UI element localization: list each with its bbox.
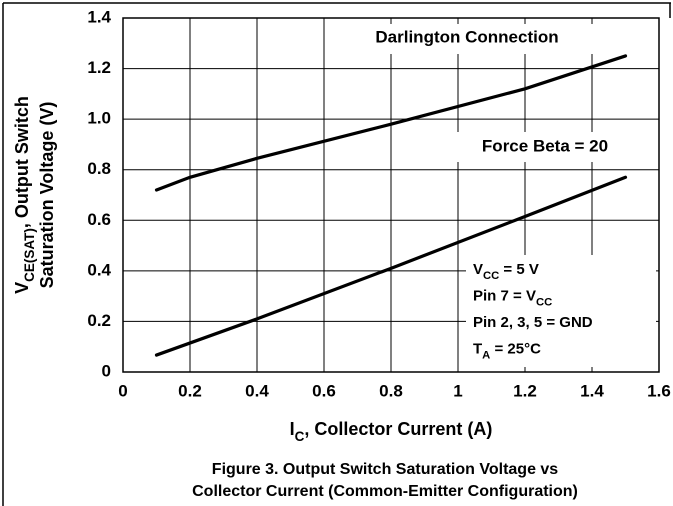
series-line [154,54,628,192]
text-run: V [473,261,483,278]
series-line [154,175,628,357]
x-tick-label: 0 [118,381,127,400]
text-run: , Collector Current (A) [304,419,492,439]
x-tick-label: 0.8 [379,381,403,400]
plot-border [122,17,660,373]
y-axis-label: Saturation Voltage (V) [37,102,57,289]
condition: VCC = 5 V [473,261,539,282]
x-tick-label: 0.2 [178,381,202,400]
y-tick-label: 0.4 [87,260,111,279]
condition: Pin 2, 3, 5 = GND [473,314,593,331]
y-tick-label: 1.4 [87,7,111,26]
subscript: CC [483,270,499,282]
subscript: CE(SAT) [22,228,37,282]
y-tick-label: 0.2 [87,311,111,330]
text-run: Pin 2, 3, 5 = GND [473,314,593,331]
text-run: = 25°C [490,340,541,357]
x-tick-label: 1.6 [647,381,671,400]
x-tick-label: 0.4 [245,381,269,400]
y-tick-label: 0.8 [87,159,111,178]
x-tick-label: 0.6 [312,381,336,400]
text-run: , Output Switch [12,96,32,228]
text-run: V [12,282,32,294]
label-bg [452,132,638,162]
label-bg [336,24,598,54]
series-label: Darlington Connection [375,27,558,46]
text-run: I [290,419,295,439]
x-tick-label: 1.2 [513,381,537,400]
text-run: Pin 7 = V [473,287,536,304]
subscript: C [295,429,305,444]
text-run: Saturation Voltage (V) [37,102,57,289]
x-tick-label: 1.4 [580,381,604,400]
text-run: T [473,340,482,357]
condition: Pin 7 = VCC [473,287,552,308]
marks [154,54,628,357]
caption: Figure 3. Output Switch Saturation Volta… [212,461,559,478]
subscript: CC [536,296,552,308]
y-tick-label: 0.6 [87,210,111,229]
x-axis-label: IC, Collector Current (A) [290,419,493,444]
condition: TA = 25°C [473,340,541,361]
series-label: Force Beta = 20 [482,136,608,155]
label-bg [466,255,656,367]
y-tick-label: 0 [102,361,111,380]
x-tick-label: 1 [453,381,462,400]
subscript: A [482,349,490,361]
y-axis-label: VCE(SAT), Output Switch [12,96,37,294]
y-tick-label: 1.0 [87,109,111,128]
text-run: = 5 V [499,261,539,278]
y-tick-label: 1.2 [87,58,111,77]
caption: Collector Current (Common-Emitter Config… [192,483,578,500]
